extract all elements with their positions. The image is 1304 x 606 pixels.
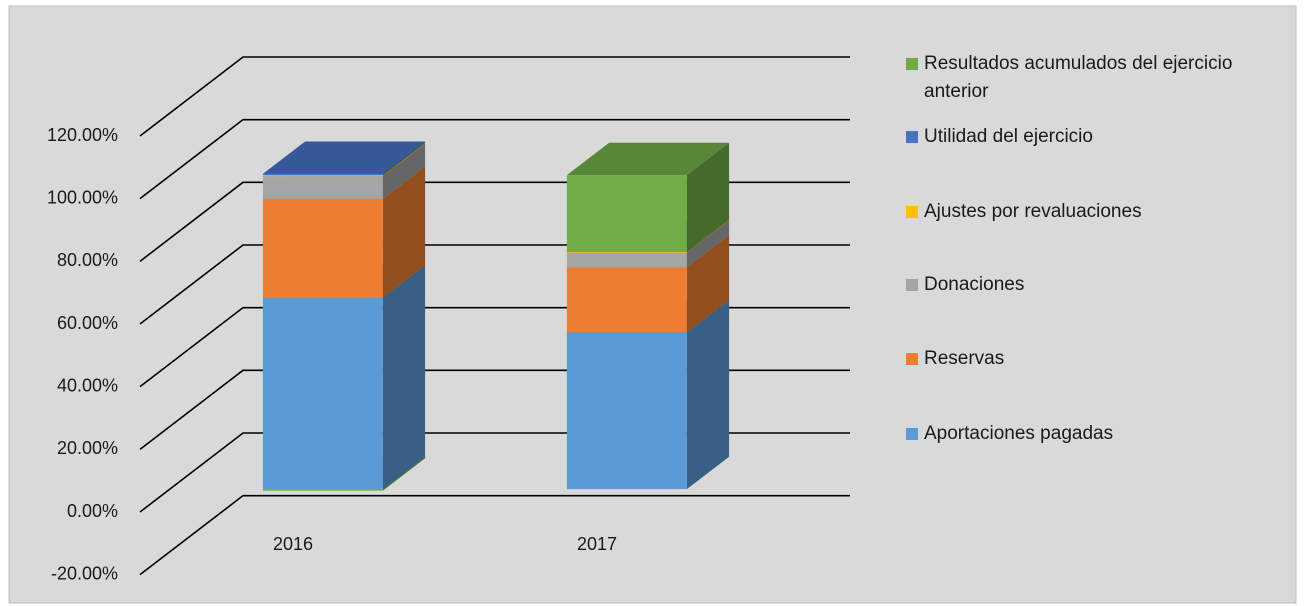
bar-top <box>566 142 730 176</box>
bar-side <box>686 142 730 252</box>
bar-front <box>566 332 687 490</box>
bar-segment <box>262 265 426 490</box>
bar-side <box>686 300 730 490</box>
bar-front <box>566 251 687 253</box>
bar-side <box>382 142 426 177</box>
legend-label: Utilidad del ejercicio <box>924 126 1093 147</box>
y-tick-label: 0.00% <box>67 501 118 521</box>
bar-front <box>262 175 383 177</box>
y-tick-label: 100.00% <box>47 187 118 207</box>
bar-front <box>566 175 687 252</box>
legend-swatch <box>906 58 918 70</box>
y-tick-label: -20.00% <box>51 563 118 583</box>
bar-front <box>262 297 383 490</box>
bar-side <box>686 219 730 253</box>
legend-item: Ajustes por revaluaciones <box>906 198 1286 226</box>
bar-side <box>382 265 426 490</box>
y-tick-label: 60.00% <box>57 313 118 333</box>
bar-front <box>262 173 383 176</box>
x-tick-label: 2016 <box>273 534 313 554</box>
bar-segment <box>566 142 730 252</box>
legend-item: Utilidad del ejercicio <box>906 123 1286 151</box>
bar-top <box>262 141 426 174</box>
legend-swatch <box>906 131 918 143</box>
legend-label: Reservas <box>924 348 1005 369</box>
y-tick-label: 80.00% <box>57 250 118 270</box>
bar-front <box>262 176 383 199</box>
bar-side <box>686 235 730 333</box>
legend-swatch <box>906 279 918 291</box>
bar-segment <box>566 300 730 490</box>
y-tick-label: 20.00% <box>57 438 118 458</box>
legend-swatch <box>906 428 918 440</box>
grid-line <box>139 494 850 576</box>
bar-front <box>566 252 687 268</box>
bar-side <box>382 166 426 298</box>
legend-item: Donaciones <box>906 271 1286 299</box>
legend-item: Reservas <box>906 345 1286 373</box>
bar-side <box>686 220 730 268</box>
legend-label: Ajustes por revaluaciones <box>924 201 1142 222</box>
legend-label: Donaciones <box>924 274 1025 295</box>
legend-item: Resultados acumulados del ejercicio ante… <box>906 50 1286 106</box>
bar-front <box>262 198 383 298</box>
legend-swatch <box>906 206 918 218</box>
legend-label: Resultados acumulados del ejercicio ante… <box>924 53 1233 102</box>
bar-side <box>382 456 426 491</box>
legend-item: Aportaciones pagadas <box>906 420 1286 448</box>
grid-line <box>139 56 850 137</box>
legend-swatch <box>906 353 918 365</box>
x-tick-label: 2017 <box>577 534 617 554</box>
y-tick-label: 40.00% <box>57 375 118 395</box>
bar-front <box>262 489 383 491</box>
legend-label: Aportaciones pagadas <box>924 423 1114 444</box>
y-tick-label: 120.00% <box>47 125 118 145</box>
bar-segment <box>262 141 426 176</box>
bar-side <box>382 143 426 199</box>
grid-line <box>139 118 850 200</box>
bar-side <box>382 141 426 176</box>
bar-front <box>566 267 687 333</box>
